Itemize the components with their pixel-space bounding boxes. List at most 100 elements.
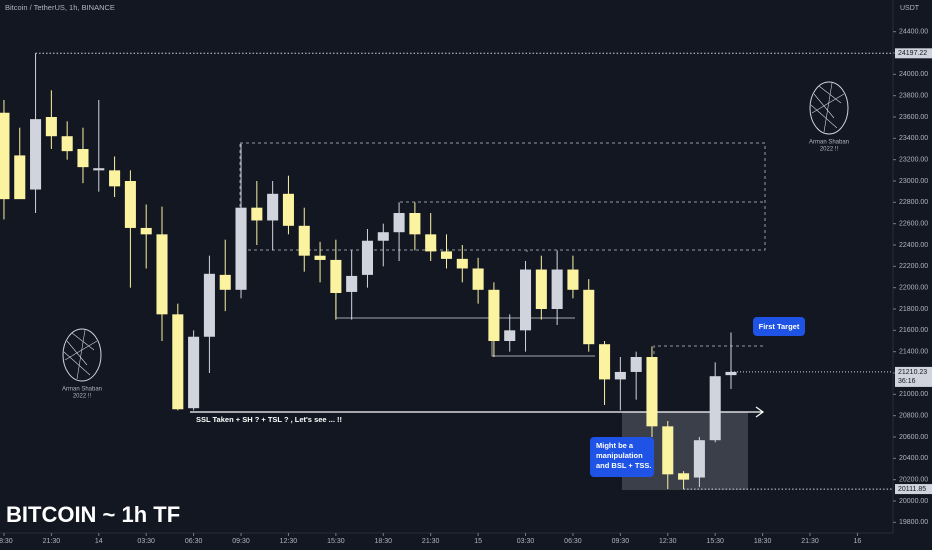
candle-body xyxy=(504,330,516,342)
logo-year: 2022 !! xyxy=(73,394,92,400)
candle-body xyxy=(646,357,658,427)
candle-body xyxy=(156,234,168,315)
y-tick-label: 23800.00 xyxy=(899,93,928,100)
low-level-tag xyxy=(895,484,932,495)
last-price-label: 21210.23 xyxy=(898,369,927,376)
candle-body xyxy=(267,193,279,221)
arrow-head xyxy=(755,406,765,418)
candle-body xyxy=(77,149,89,168)
x-tick-label: 09:30 xyxy=(232,538,250,545)
target-callout xyxy=(753,317,805,336)
y-tick-label: 20800.00 xyxy=(899,413,928,420)
x-tick-label: 18:30 xyxy=(375,538,393,545)
candle-body xyxy=(361,240,374,275)
candle-body xyxy=(330,259,342,294)
x-tick-label: 21:30 xyxy=(43,538,61,545)
y-tick-label: 19800.00 xyxy=(899,519,928,526)
candle-body xyxy=(61,136,73,152)
high-level-label: 24197.22 xyxy=(898,50,927,57)
x-tick-label: 21:30 xyxy=(801,538,819,545)
candle-body xyxy=(14,155,26,200)
x-tick-label: 06:30 xyxy=(564,538,582,545)
y-tick-label: 21000.00 xyxy=(899,391,928,398)
y-tick-label: 20000.00 xyxy=(899,498,928,505)
logo-name: Arman Shaban xyxy=(62,387,102,393)
candle-body xyxy=(662,426,674,475)
high-level-tag xyxy=(895,48,932,59)
manip-label: manipulation xyxy=(596,451,643,460)
target-line xyxy=(653,345,765,360)
y-tick-label: 21600.00 xyxy=(899,327,928,334)
range-box xyxy=(239,142,766,251)
watermark: BITCOIN ~ 1h TF xyxy=(6,502,180,527)
logo-year: 2022 !! xyxy=(820,147,839,153)
candle-body xyxy=(314,255,326,260)
candle-body xyxy=(630,357,642,372)
candle-body xyxy=(472,268,484,290)
y-tick-label: 21800.00 xyxy=(899,306,928,313)
candle-body xyxy=(124,181,136,228)
candle-body xyxy=(188,336,200,409)
y-tick-label: 23200.00 xyxy=(899,157,928,164)
target-label: First Target xyxy=(759,322,800,331)
y-tick-label: 20200.00 xyxy=(899,477,928,484)
candle-body xyxy=(678,473,690,480)
logo: Arman Shaban 2022 !! xyxy=(62,328,102,400)
candle-body xyxy=(219,274,231,290)
last-price-tag xyxy=(895,366,932,387)
candle-body xyxy=(203,273,215,337)
candle-body xyxy=(567,269,579,290)
low-level-label: 20111.85 xyxy=(898,486,926,493)
y-tick-label: 22600.00 xyxy=(899,221,928,228)
candle-body xyxy=(551,269,563,310)
y-tick-label: 22800.00 xyxy=(899,199,928,206)
candle-body xyxy=(535,269,547,310)
x-tick-label: 06:30 xyxy=(185,538,203,545)
logo: Arman Shaban 2022 !! xyxy=(809,81,849,153)
candle-body xyxy=(172,314,184,410)
candle-body xyxy=(519,269,532,331)
candle-body xyxy=(30,119,42,190)
candle-body xyxy=(693,440,705,478)
candle-body xyxy=(0,112,10,200)
y-tick-label: 23400.00 xyxy=(899,135,928,142)
y-tick-label: 24000.00 xyxy=(899,71,928,78)
candle-body xyxy=(425,234,437,252)
candle-body xyxy=(709,376,721,441)
y-tick-label: 20400.00 xyxy=(899,455,928,462)
candle-body xyxy=(599,344,611,380)
candle-body xyxy=(346,275,358,292)
chart-title: Bitcoin / TetherUS, 1h, BINANCE xyxy=(5,3,115,12)
candle-body xyxy=(614,371,626,380)
candle-body xyxy=(298,225,310,256)
candle-body xyxy=(440,251,453,259)
candle-body xyxy=(140,227,152,235)
logo-name: Arman Shaban xyxy=(809,140,849,146)
candle-body xyxy=(235,207,247,290)
y-tick-label: 24400.00 xyxy=(899,29,928,36)
x-tick-label: 12:30 xyxy=(659,538,677,545)
candle-body xyxy=(488,289,500,342)
candle-body xyxy=(109,170,121,187)
candle-body xyxy=(725,371,737,376)
x-tick-label: 15:30 xyxy=(327,538,345,545)
x-tick-label: 18:30 xyxy=(0,538,13,545)
x-tick-label: 03:30 xyxy=(137,538,155,545)
y-tick-label: 20600.00 xyxy=(899,434,928,441)
x-tick-label: 15 xyxy=(474,538,482,545)
x-tick-label: 15:30 xyxy=(706,538,724,545)
y-tick-label: 23000.00 xyxy=(899,178,928,185)
y-tick-label: 23600.00 xyxy=(899,114,928,121)
candle-body xyxy=(282,193,294,226)
x-tick-label: 12:30 xyxy=(280,538,298,545)
candle-body xyxy=(456,258,468,269)
candle-body xyxy=(393,213,405,233)
candle-body xyxy=(251,207,263,221)
y-tick-label: 22400.00 xyxy=(899,242,928,249)
x-tick-label: 16 xyxy=(854,538,862,545)
candle-body xyxy=(409,213,421,235)
x-tick-label: 14 xyxy=(95,538,103,545)
candle-body xyxy=(583,289,595,345)
